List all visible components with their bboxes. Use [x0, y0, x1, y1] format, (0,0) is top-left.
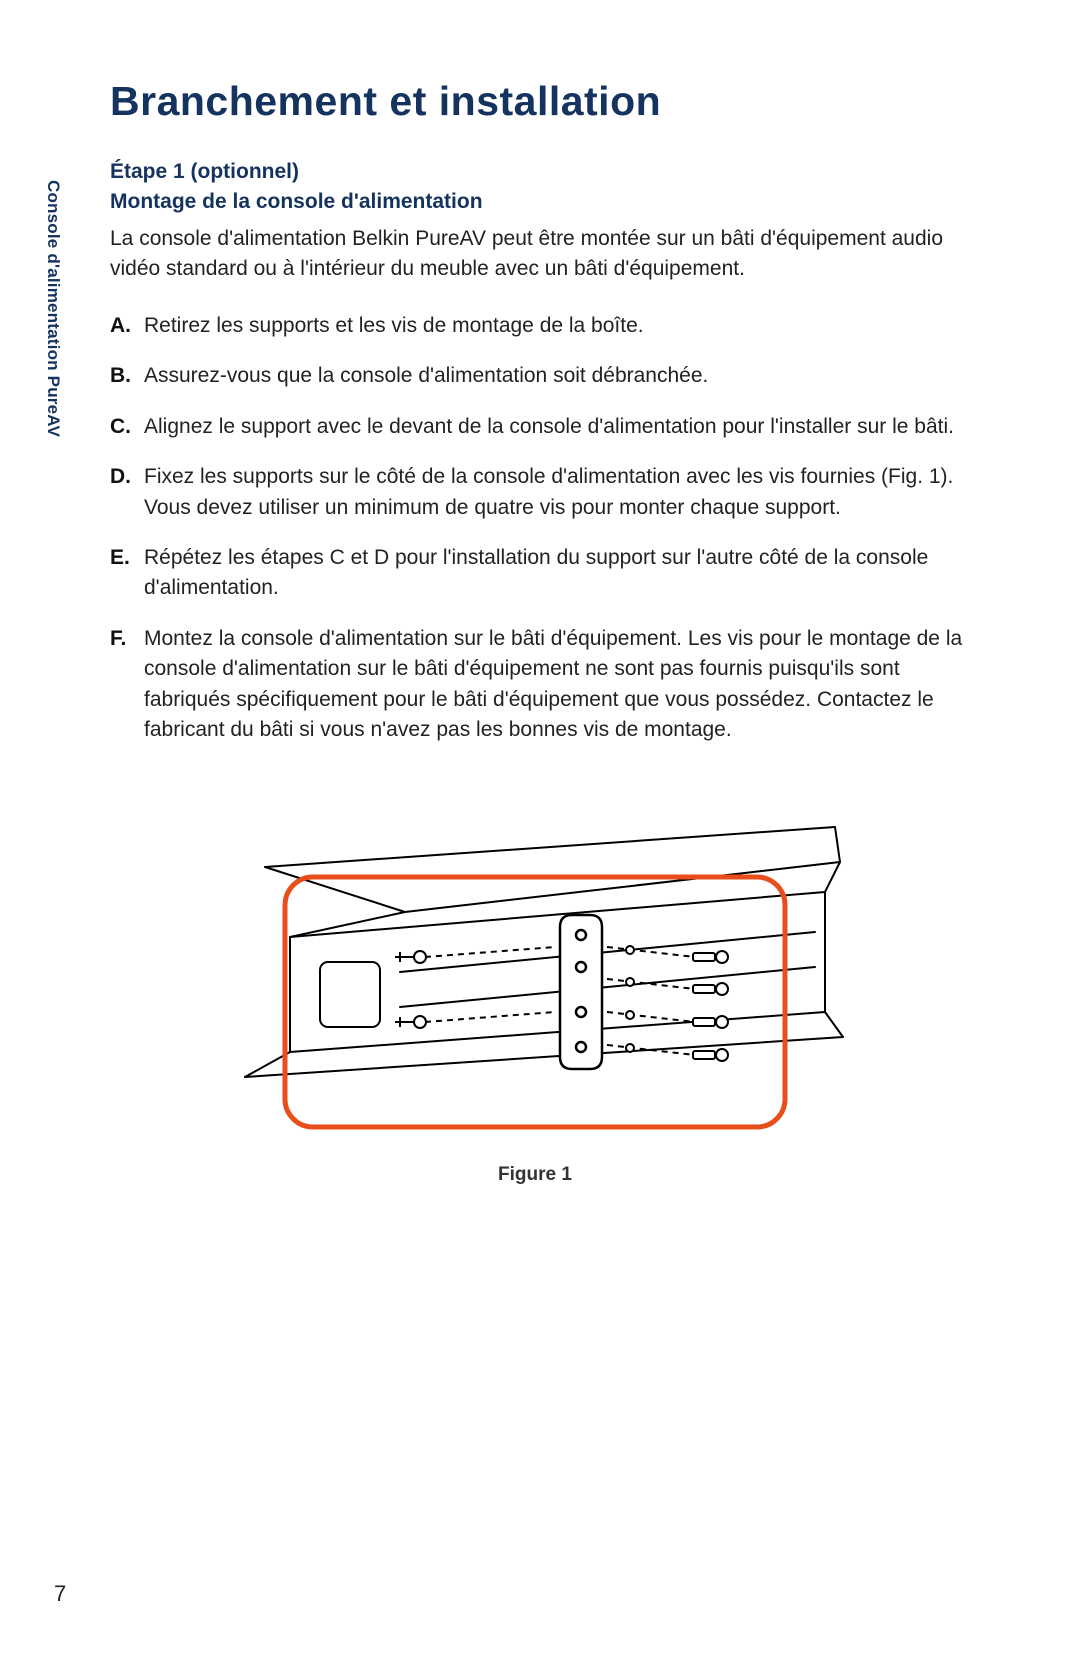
step-marker-b: B. [110, 361, 131, 391]
step-list: A. Retirez les supports et les vis de mo… [110, 311, 990, 746]
figure-1-illustration [225, 807, 845, 1147]
step-c: C. Alignez le support avec le devant de … [110, 412, 990, 442]
step-b: B. Assurez-vous que la console d'aliment… [110, 361, 990, 391]
step-a: A. Retirez les supports et les vis de mo… [110, 311, 990, 341]
page-title: Branchement et installation [110, 78, 990, 125]
sidebar-label: Console d'alimentation PureAV [43, 180, 63, 440]
page-number: 7 [54, 1581, 66, 1607]
step-d: D. Fixez les supports sur le côté de la … [110, 462, 990, 523]
step-marker-c: C. [110, 412, 131, 442]
step-text-c: Alignez le support avec le devant de la … [144, 415, 954, 438]
step-text-d: Fixez les supports sur le côté de la con… [144, 465, 953, 518]
step-header: Étape 1 (optionnel) Montage de la consol… [110, 157, 990, 218]
step-e: E. Répétez les étapes C et D pour l'inst… [110, 543, 990, 604]
step-header-line1: Étape 1 (optionnel) [110, 160, 299, 183]
step-text-e: Répétez les étapes C et D pour l'install… [144, 546, 928, 599]
step-text-f: Montez la console d'alimentation sur le … [144, 627, 962, 741]
step-marker-f: F. [110, 624, 126, 654]
step-header-line2: Montage de la console d'alimentation [110, 190, 483, 213]
step-marker-d: D. [110, 462, 131, 492]
intro-paragraph: La console d'alimentation Belkin PureAV … [110, 224, 990, 285]
figure-1: Figure 1 [225, 807, 845, 1186]
step-marker-a: A. [110, 311, 131, 341]
step-f: F. Montez la console d'alimentation sur … [110, 624, 990, 746]
step-text-b: Assurez-vous que la console d'alimentati… [144, 364, 708, 387]
step-marker-e: E. [110, 543, 130, 573]
content-block: Branchement et installation Étape 1 (opt… [110, 78, 990, 766]
page: Console d'alimentation PureAV Branchemen… [0, 0, 1080, 1669]
step-text-a: Retirez les supports et les vis de monta… [144, 314, 644, 337]
figure-caption: Figure 1 [225, 1164, 845, 1186]
figure-highlight-box [285, 877, 785, 1127]
